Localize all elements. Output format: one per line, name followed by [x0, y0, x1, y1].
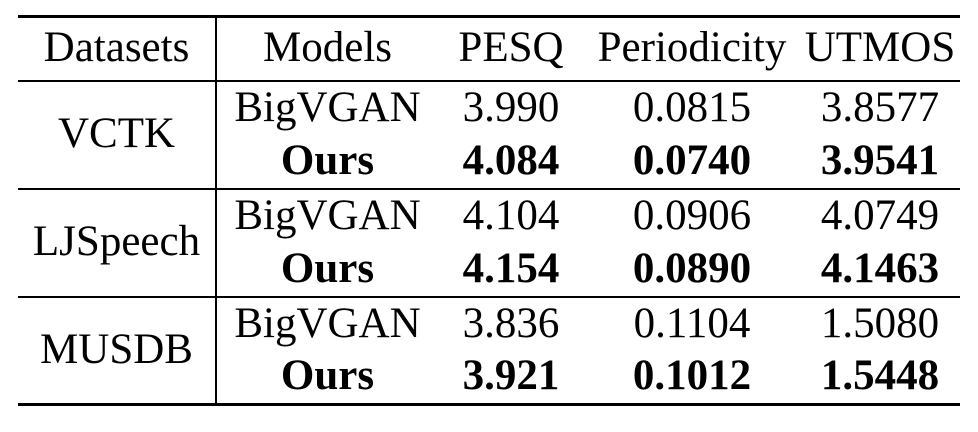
col-header-periodicity: Periodicity — [597, 24, 787, 72]
periodicity-cell: 0.0890 — [632, 244, 752, 292]
utmos-cell: 4.1463 — [820, 244, 940, 292]
utmos-cell: 3.8577 — [820, 83, 940, 131]
pesq-cell: 4.104 — [462, 191, 560, 239]
col-header-datasets: Datasets — [18, 16, 217, 81]
dataset-cell: MUSDB — [18, 296, 217, 405]
utmos-cell: 3.9541 — [820, 136, 940, 184]
table-row: MUSDB BigVGAN 3.836 0.1104 1.5080 — [18, 296, 960, 405]
group-musdb: MUSDB BigVGAN 3.836 0.1104 1.5080 Ours 3… — [18, 296, 960, 405]
header-row: Datasets Models PESQ Periodicity UTMOS — [18, 16, 960, 81]
periodicity-cell: 0.1012 — [632, 352, 752, 400]
pesq-cell: 3.921 — [462, 352, 560, 400]
table-row: Ours 3.921 0.1012 1.5448 — [18, 351, 960, 405]
table-row: VCTK BigVGAN 3.990 0.0815 3.8577 — [18, 80, 960, 189]
utmos-cell: 1.5080 — [820, 299, 940, 347]
pesq-cell: 3.836 — [462, 299, 560, 347]
model-cell: Ours — [280, 136, 375, 184]
group-ljspeech: LJSpeech BigVGAN 4.104 0.0906 4.0749 Our… — [18, 188, 960, 297]
model-cell: BigVGAN — [234, 191, 421, 239]
utmos-cell: 4.0749 — [820, 191, 940, 239]
group-vctk: VCTK BigVGAN 3.990 0.0815 3.8577 Ours 4.… — [18, 80, 960, 189]
col-header-utmos: UTMOS — [804, 24, 956, 72]
periodicity-cell: 0.0740 — [632, 136, 752, 184]
table-row: LJSpeech BigVGAN 4.104 0.0906 4.0749 — [18, 188, 960, 297]
dataset-cell: VCTK — [18, 80, 217, 189]
periodicity-cell: 0.1104 — [633, 299, 751, 347]
model-cell: BigVGAN — [234, 83, 421, 131]
model-cell: Ours — [280, 244, 375, 292]
periodicity-cell: 0.0815 — [632, 83, 752, 131]
dataset-cell: LJSpeech — [18, 188, 217, 297]
periodicity-cell: 0.0906 — [632, 191, 752, 239]
model-cell: BigVGAN — [234, 299, 421, 347]
table-row: Ours 4.154 0.0890 4.1463 — [18, 243, 960, 297]
table-row: Ours 4.084 0.0740 3.9541 — [18, 135, 960, 189]
utmos-cell: 1.5448 — [820, 352, 940, 400]
pesq-cell: 3.990 — [462, 83, 560, 131]
results-table: Datasets Models PESQ Periodicity UTMOS V… — [18, 15, 960, 406]
pesq-cell: 4.154 — [462, 244, 560, 292]
col-header-pesq: PESQ — [458, 24, 564, 72]
col-header-models: Models — [263, 24, 392, 72]
model-cell: Ours — [280, 352, 375, 400]
pesq-cell: 4.084 — [462, 136, 560, 184]
table-header: Datasets Models PESQ Periodicity UTMOS — [18, 16, 960, 81]
